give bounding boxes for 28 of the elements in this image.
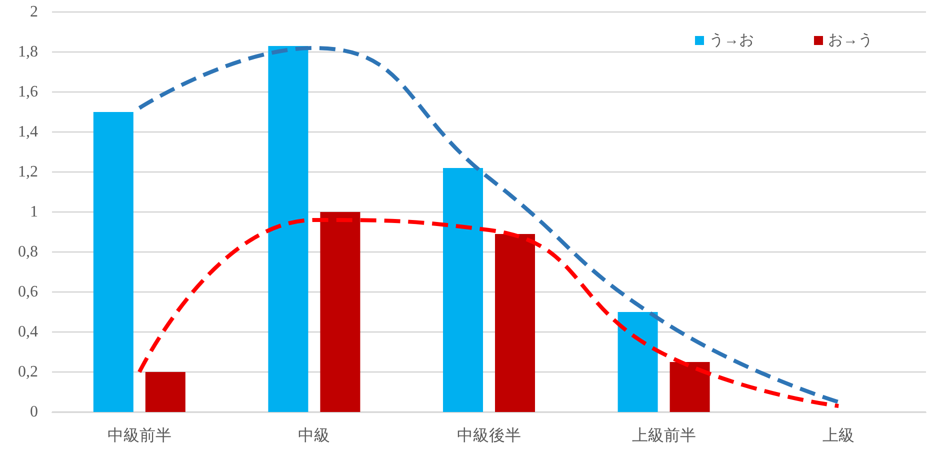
bar [320,212,360,412]
x-tick-label: 上級 [822,426,855,444]
y-tick-label: 1,6 [18,84,38,100]
y-tick-label: 1,4 [18,124,38,140]
y-tick-label: 1,8 [18,44,38,60]
bar [670,362,710,412]
y-tick-label: 0,6 [18,284,38,300]
y-tick-label: 0,8 [18,244,38,260]
y-tick-label: 0 [30,404,38,420]
bar [145,372,186,412]
y-tick-label: 2 [30,4,38,20]
x-tick-label: 中級前半 [107,426,172,444]
legend-label: お→う [828,32,873,48]
x-tick-label: 中級 [298,426,330,444]
legend-label: う→お [709,32,754,48]
bar [93,112,134,412]
y-tick-label: 0,4 [18,324,38,340]
line-series [137,46,841,404]
x-tick-label: 上級前半 [632,426,696,444]
y-tick-label: 1,2 [18,164,38,180]
line-series [137,218,841,408]
bar [443,168,483,412]
y-tick-label: 1 [30,204,38,220]
bar [268,46,308,412]
y-tick-label: 0,2 [18,364,38,380]
bar [618,312,658,412]
bar [495,234,535,412]
x-tick-label: 中級後半 [457,426,521,444]
